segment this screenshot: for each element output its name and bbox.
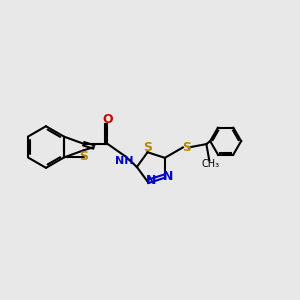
Text: S: S (182, 141, 191, 154)
Text: S: S (79, 150, 88, 164)
Text: N: N (146, 174, 156, 187)
Text: S: S (143, 141, 152, 154)
Text: N: N (163, 169, 174, 182)
Text: CH₃: CH₃ (202, 159, 220, 169)
Text: O: O (102, 113, 112, 127)
Text: NH: NH (115, 156, 133, 166)
